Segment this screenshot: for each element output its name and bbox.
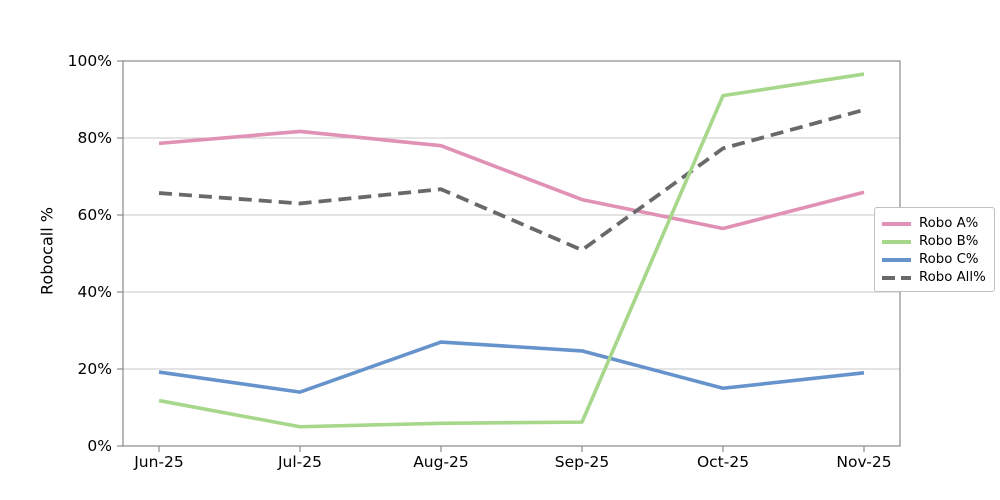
plot-border bbox=[122, 60, 901, 447]
legend-label: Robo B% bbox=[919, 234, 979, 249]
x-tick-label: Oct-25 bbox=[697, 453, 749, 471]
legend-label: Robo All% bbox=[919, 270, 986, 285]
y-tick-label: 80% bbox=[78, 129, 112, 147]
legend-line-sample-robo-c bbox=[882, 257, 911, 262]
y-axis-label: Robocall % bbox=[37, 207, 57, 295]
series-line-robo-c- bbox=[158, 340, 865, 394]
series-line-robo-all- bbox=[158, 108, 865, 252]
y-tick-label: 40% bbox=[78, 283, 112, 301]
x-tick-label: Jun-25 bbox=[133, 453, 184, 471]
legend-item: Robo B% bbox=[882, 233, 988, 250]
legend-item: Robo All% bbox=[882, 269, 988, 286]
x-tick-label: Sep-25 bbox=[555, 453, 610, 471]
y-tick-label: 100% bbox=[68, 52, 112, 70]
x-tick-label: Aug-25 bbox=[413, 453, 469, 471]
legend-line-sample-robo-b bbox=[882, 239, 911, 244]
y-tick-label: 20% bbox=[78, 360, 112, 378]
legend: Robo A% Robo B% Robo C% Robo All% bbox=[874, 207, 995, 292]
legend-label: Robo C% bbox=[919, 252, 979, 267]
y-tick-label: 60% bbox=[78, 206, 112, 224]
y-tick-label: 0% bbox=[87, 437, 112, 455]
series-line-robo-a- bbox=[158, 129, 865, 231]
x-tick-label: Jul-25 bbox=[277, 453, 322, 471]
legend-line-sample-robo-all bbox=[882, 275, 911, 280]
x-tick-label: Nov-25 bbox=[836, 453, 891, 471]
legend-item: Robo A% bbox=[882, 215, 988, 232]
legend-line-sample-robo-a bbox=[882, 221, 911, 226]
series-line-robo-b- bbox=[158, 72, 865, 429]
legend-item: Robo C% bbox=[882, 251, 988, 268]
legend-label: Robo A% bbox=[919, 216, 979, 231]
